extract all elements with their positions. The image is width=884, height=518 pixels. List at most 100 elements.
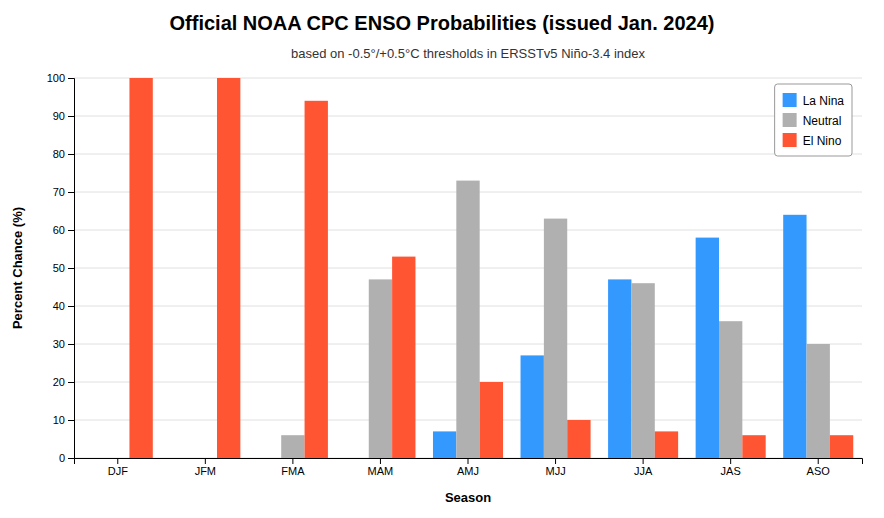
bar bbox=[456, 181, 479, 458]
bar bbox=[655, 431, 678, 458]
tick-mark bbox=[555, 458, 556, 464]
tick: 60 bbox=[53, 224, 74, 236]
tick-label: JFM bbox=[195, 465, 216, 477]
tick-label: AMJ bbox=[457, 465, 479, 477]
tick: 50 bbox=[53, 262, 74, 274]
tick: 30 bbox=[53, 338, 74, 350]
tick-label: MJJ bbox=[545, 465, 565, 477]
bar bbox=[369, 279, 392, 458]
tick: 80 bbox=[53, 148, 74, 160]
bar bbox=[830, 435, 853, 458]
bar bbox=[783, 215, 806, 458]
legend-label: Neutral bbox=[803, 114, 842, 128]
bar bbox=[608, 279, 631, 458]
bar bbox=[305, 101, 328, 458]
tick-mark bbox=[818, 458, 819, 464]
subtitle: based on -0.5°/+0.5°C thresholds in ERSS… bbox=[291, 46, 646, 61]
bar bbox=[719, 321, 742, 458]
tick-label: ASO bbox=[807, 465, 831, 477]
bar bbox=[170, 458, 193, 459]
legend: La Nina Neutral El Nino bbox=[775, 84, 852, 156]
tick: AMJ bbox=[457, 458, 479, 477]
axis-line bbox=[75, 459, 863, 465]
tick-label: JJA bbox=[634, 465, 653, 477]
grid-line bbox=[74, 154, 862, 155]
tick-mark bbox=[68, 306, 74, 307]
tick: JAS bbox=[721, 458, 741, 477]
tick-label: 0 bbox=[59, 452, 65, 464]
axis-line bbox=[68, 79, 75, 459]
tick: 40 bbox=[53, 300, 74, 312]
y-axis-title: Percent Chance (%) bbox=[10, 207, 25, 329]
tick-label: 20 bbox=[53, 376, 65, 388]
bar bbox=[194, 458, 217, 459]
bar bbox=[480, 382, 503, 458]
tick-label: 10 bbox=[53, 414, 65, 426]
tick-mark bbox=[68, 230, 74, 231]
tick-mark bbox=[68, 116, 74, 117]
bar bbox=[392, 257, 415, 458]
tick-label: 50 bbox=[53, 262, 65, 274]
tick-mark bbox=[68, 192, 74, 193]
tick-label: MAM bbox=[368, 465, 394, 477]
legend-swatch bbox=[783, 93, 797, 107]
grid bbox=[74, 78, 862, 458]
bar bbox=[742, 435, 765, 458]
bar bbox=[217, 78, 240, 458]
tick-mark bbox=[380, 458, 381, 464]
tick-label: 70 bbox=[53, 186, 65, 198]
bar-series bbox=[281, 181, 830, 458]
tick: FMA bbox=[281, 458, 305, 477]
tick-label: 100 bbox=[47, 72, 65, 84]
bar bbox=[281, 435, 304, 458]
tick-label: FMA bbox=[281, 465, 305, 477]
bar bbox=[567, 420, 590, 458]
bar bbox=[345, 458, 368, 459]
tick: ASO bbox=[807, 458, 831, 477]
title: Official NOAA CPC ENSO Probabilities (is… bbox=[170, 12, 715, 34]
x-axis-title: Season bbox=[445, 490, 491, 505]
tick: DJF bbox=[108, 458, 128, 477]
bar bbox=[433, 431, 456, 458]
tick-label: JAS bbox=[721, 465, 741, 477]
bar bbox=[521, 355, 544, 458]
bar-series bbox=[433, 215, 807, 458]
tick-mark bbox=[468, 458, 469, 464]
bar bbox=[83, 458, 106, 459]
tick: MAM bbox=[368, 458, 394, 477]
bar bbox=[631, 283, 654, 458]
tick-mark bbox=[205, 458, 206, 464]
legend-label: El Nino bbox=[803, 134, 842, 148]
tick-mark bbox=[68, 78, 74, 79]
legend-item: La Nina bbox=[783, 93, 845, 108]
grid-line bbox=[74, 78, 862, 79]
tick: 0 bbox=[59, 452, 74, 464]
tick-mark bbox=[117, 458, 118, 464]
legend-box bbox=[775, 84, 852, 156]
legend-item: Neutral bbox=[783, 113, 842, 128]
tick-label: DJF bbox=[108, 465, 128, 477]
tick-mark bbox=[68, 458, 74, 459]
chart: 0 10 20 30 40 50 60 70 80 90 100 DJF JFM FMA MAM AMJ MJJ… bbox=[0, 0, 884, 518]
bar bbox=[106, 458, 129, 459]
tick-label: 30 bbox=[53, 338, 65, 350]
tick: JJA bbox=[634, 458, 653, 477]
tick-mark bbox=[730, 458, 731, 464]
bar-series bbox=[129, 78, 853, 458]
bar bbox=[129, 78, 152, 458]
tick: 20 bbox=[53, 376, 74, 388]
legend-label: La Nina bbox=[803, 94, 845, 108]
tick-label: 80 bbox=[53, 148, 65, 160]
legend-swatch bbox=[783, 113, 797, 127]
tick: JFM bbox=[195, 458, 216, 477]
tick: 100 bbox=[47, 72, 74, 84]
tick-mark bbox=[68, 420, 74, 421]
bar bbox=[696, 238, 719, 458]
tick: MJJ bbox=[545, 458, 565, 477]
legend-item: El Nino bbox=[783, 133, 842, 148]
tick-label: 90 bbox=[53, 110, 65, 122]
x-axis: DJF JFM FMA MAM AMJ MJJ JJA JAS ASO bbox=[75, 458, 863, 477]
bars bbox=[129, 78, 853, 458]
legend-swatch bbox=[783, 133, 797, 147]
grid-line bbox=[74, 116, 862, 117]
